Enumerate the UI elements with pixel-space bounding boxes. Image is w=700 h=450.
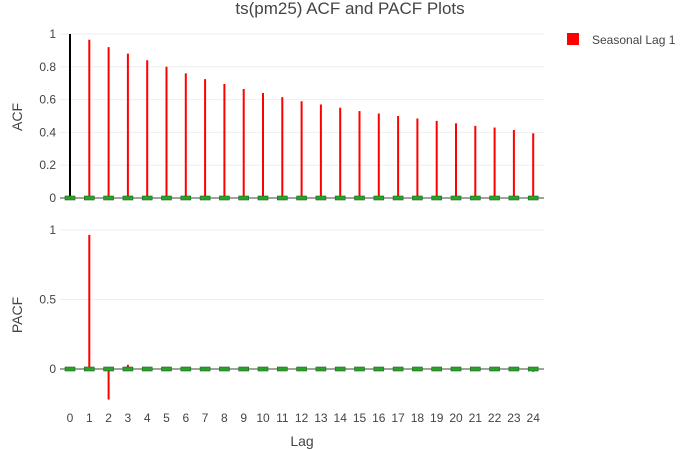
pacf-ci-marker-lag-14 [334, 366, 346, 372]
pacf-ci-marker-lag-15 [354, 366, 365, 372]
x-tick-label: 17 [391, 411, 405, 425]
x-tick-label: 24 [527, 411, 541, 425]
acf-y-tick-label: 0.8 [39, 60, 56, 74]
x-tick-label: 11 [276, 411, 289, 425]
x-tick-label: 22 [488, 411, 502, 425]
chart-title: ts(pm25) ACF and PACF Plots [235, 0, 464, 18]
x-tick-label: 9 [240, 411, 247, 425]
pacf-ci-marker-lag-19 [431, 366, 443, 372]
acf-y-tick-label: 0.4 [39, 125, 56, 139]
acf-ci-marker-lag-5 [161, 195, 172, 201]
pacf-y-tick-label: 1 [49, 223, 56, 237]
pacf-ci-marker-lag-2 [103, 366, 114, 372]
x-tick-label: 18 [411, 411, 425, 425]
pacf-ci-marker-lag-22 [489, 366, 500, 372]
pacf-ci-marker-lag-12 [296, 366, 307, 372]
acf-ci-marker-lag-21 [469, 195, 481, 201]
legend-label: Seasonal Lag 1 [592, 33, 676, 47]
pacf-ci-marker-lag-11 [276, 366, 288, 372]
pacf-ci-marker-lag-9 [238, 366, 249, 372]
pacf-ci-marker-lag-20 [450, 366, 462, 372]
x-tick-label: 16 [372, 411, 386, 425]
acf-ci-marker-lag-23 [508, 195, 520, 201]
x-axis-title: Lag [290, 433, 313, 449]
x-tick-label: 19 [430, 411, 444, 425]
acf-ci-marker-lag-1 [84, 195, 95, 201]
legend[interactable]: Seasonal Lag 1 [567, 33, 676, 47]
pacf-ci-marker-lag-17 [392, 366, 404, 372]
x-tick-label: 6 [182, 411, 189, 425]
x-tick-label: 8 [221, 411, 228, 425]
acf-ci-marker-lag-18 [412, 195, 423, 201]
x-tick-label: 10 [256, 411, 270, 425]
pacf-ci-marker-lag-6 [180, 366, 192, 372]
acf-ci-marker-lag-22 [489, 195, 500, 201]
pacf-ci-marker-lag-7 [199, 366, 211, 372]
pacf-y-tick-label: 0.5 [39, 293, 56, 307]
acf-ci-marker-lag-24 [527, 195, 539, 201]
pacf-ci-marker-lag-21 [469, 366, 481, 372]
pacf-ci-marker-lag-5 [161, 366, 172, 372]
acf-y-tick-label: 1 [49, 27, 56, 41]
acf-ci-marker-lag-0 [64, 195, 76, 201]
acf-ci-marker-lag-17 [392, 195, 404, 201]
acf-ci-marker-lag-12 [296, 195, 307, 201]
acf-ci-marker-lag-2 [103, 195, 114, 201]
acf-ci-marker-lag-13 [315, 195, 327, 201]
pacf-ci-marker-lag-0 [64, 366, 76, 372]
acf-ci-marker-lag-7 [199, 195, 211, 201]
x-tick-label: 3 [125, 411, 132, 425]
acf-ci-marker-lag-16 [373, 195, 385, 201]
acf-ci-marker-lag-11 [276, 195, 288, 201]
acf-ci-marker-lag-9 [238, 195, 249, 201]
pacf-ci-marker-lag-10 [257, 366, 269, 372]
x-tick-label: 1 [86, 411, 93, 425]
pacf-ci-marker-lag-4 [141, 366, 153, 372]
x-tick-label: 2 [105, 411, 112, 425]
x-tick-label: 23 [507, 411, 521, 425]
x-tick-label: 21 [469, 411, 483, 425]
pacf-ci-marker-lag-16 [373, 366, 385, 372]
acf-ci-marker-lag-6 [180, 195, 192, 201]
x-tick-label: 5 [163, 411, 170, 425]
acf-ci-marker-lag-10 [257, 195, 269, 201]
x-tick-label: 4 [144, 411, 151, 425]
x-tick-label: 7 [202, 411, 209, 425]
x-tick-label: 14 [334, 411, 348, 425]
acf-axis-title: ACF [9, 103, 25, 131]
pacf-axis-title: PACF [9, 297, 25, 333]
acf-ci-marker-lag-4 [141, 195, 153, 201]
acf-ci-marker-lag-14 [334, 195, 346, 201]
acf-ci-marker-lag-20 [450, 195, 462, 201]
legend-swatch [567, 33, 579, 45]
pacf-ci-marker-lag-24 [527, 366, 539, 372]
pacf-ci-marker-lag-1 [84, 366, 95, 372]
acf-y-tick-label: 0 [49, 191, 56, 205]
x-tick-label: 20 [449, 411, 463, 425]
pacf-panel: 00.51 [39, 223, 544, 400]
acf-y-tick-label: 0.6 [39, 93, 56, 107]
acf-ci-marker-lag-19 [431, 195, 443, 201]
acf-ci-marker-lag-8 [219, 195, 230, 201]
pacf-ci-marker-lag-13 [315, 366, 327, 372]
acf-ci-marker-lag-3 [122, 195, 134, 201]
acf-y-tick-label: 0.2 [39, 158, 56, 172]
pacf-ci-marker-lag-3 [122, 366, 134, 372]
x-tick-label: 15 [353, 411, 367, 425]
pacf-ci-marker-lag-23 [508, 366, 520, 372]
x-tick-label: 13 [314, 411, 328, 425]
acf-ci-marker-lag-15 [354, 195, 365, 201]
pacf-ci-marker-lag-8 [219, 366, 230, 372]
x-axis: 0 1 2 3 4 5 6 7 8 9 10 11 12 13 14 15 16 17 18 19 20 21 22 23 24 [67, 411, 541, 425]
x-tick-label: 0 [67, 411, 74, 425]
pacf-ci-marker-lag-18 [412, 366, 423, 372]
acf-panel: 0 0.2 0.4 0.6 0.8 1 [39, 27, 544, 205]
pacf-y-tick-label: 0 [49, 362, 56, 376]
x-tick-label: 12 [295, 411, 309, 425]
